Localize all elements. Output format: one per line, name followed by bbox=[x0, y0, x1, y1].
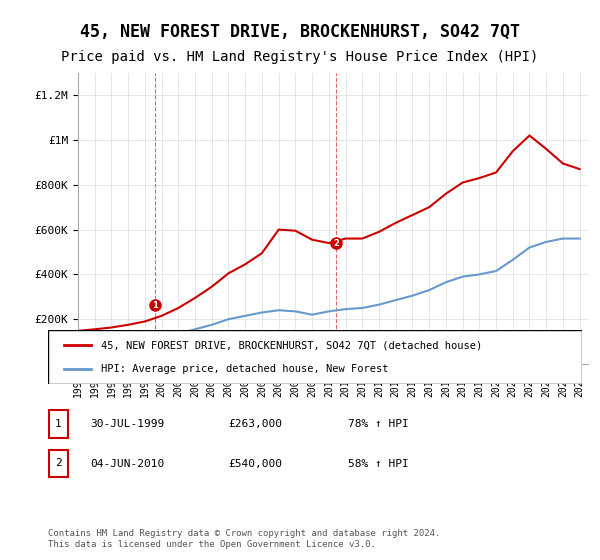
Text: £540,000: £540,000 bbox=[228, 459, 282, 469]
Text: 1: 1 bbox=[55, 419, 62, 429]
Text: 1: 1 bbox=[152, 301, 158, 310]
Text: HPI: Average price, detached house, New Forest: HPI: Average price, detached house, New … bbox=[101, 363, 389, 374]
Text: 2: 2 bbox=[55, 459, 62, 468]
FancyBboxPatch shape bbox=[48, 330, 582, 384]
Text: £263,000: £263,000 bbox=[228, 419, 282, 430]
Text: Contains HM Land Registry data © Crown copyright and database right 2024.
This d: Contains HM Land Registry data © Crown c… bbox=[48, 529, 440, 549]
FancyBboxPatch shape bbox=[49, 410, 68, 438]
FancyBboxPatch shape bbox=[49, 450, 68, 477]
Text: 04-JUN-2010: 04-JUN-2010 bbox=[90, 459, 164, 469]
Text: 58% ↑ HPI: 58% ↑ HPI bbox=[348, 459, 409, 469]
Text: Price paid vs. HM Land Registry's House Price Index (HPI): Price paid vs. HM Land Registry's House … bbox=[61, 50, 539, 64]
Text: 30-JUL-1999: 30-JUL-1999 bbox=[90, 419, 164, 430]
Text: 45, NEW FOREST DRIVE, BROCKENHURST, SO42 7QT: 45, NEW FOREST DRIVE, BROCKENHURST, SO42… bbox=[80, 22, 520, 40]
Text: 78% ↑ HPI: 78% ↑ HPI bbox=[348, 419, 409, 430]
Text: 2: 2 bbox=[333, 239, 339, 248]
Text: 45, NEW FOREST DRIVE, BROCKENHURST, SO42 7QT (detached house): 45, NEW FOREST DRIVE, BROCKENHURST, SO42… bbox=[101, 340, 482, 351]
